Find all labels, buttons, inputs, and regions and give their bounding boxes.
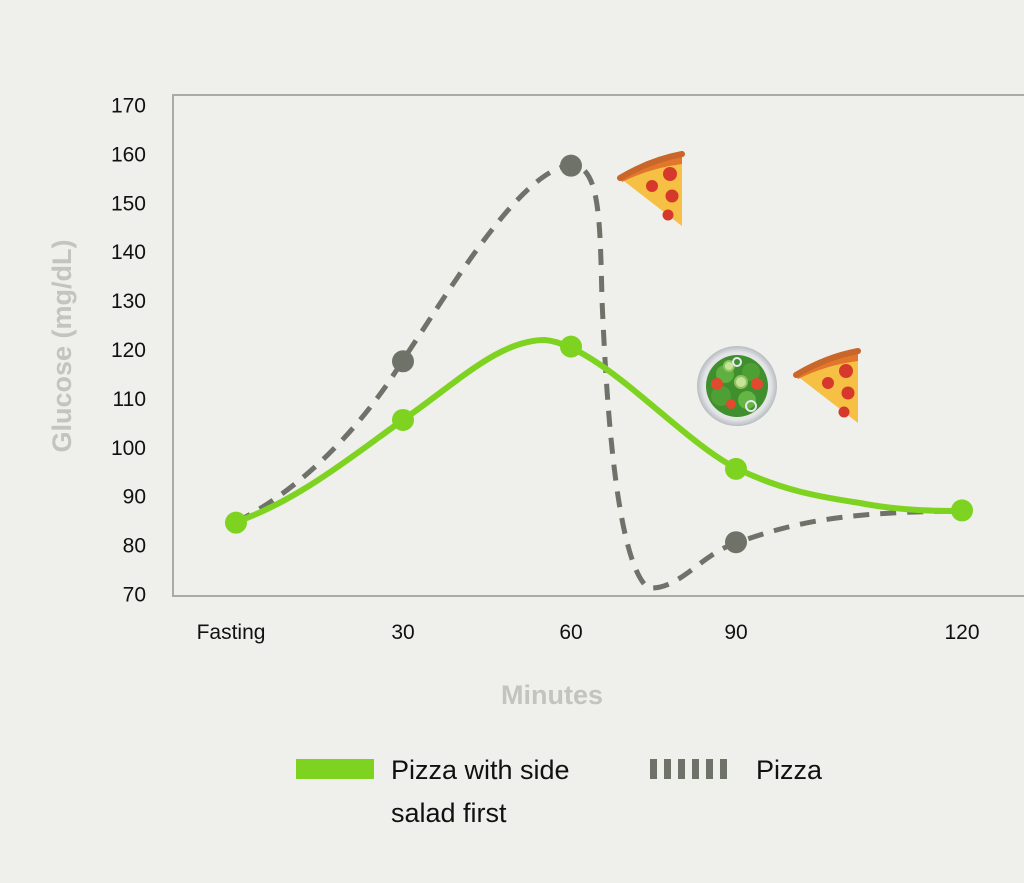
legend-label-pizza-with-salad-line1: Pizza with side [391,755,570,785]
y-axis-label: Glucose (mg/dL) [47,239,77,452]
legend: Pizza with side salad first Pizza [296,755,823,828]
x-tick-label: 90 [724,621,747,644]
data-point-pizza [392,350,414,373]
y-tick-label: 150 [111,192,146,215]
plot-frame [172,94,1024,597]
y-tick-label: 90 [123,486,146,509]
x-tick-label: 120 [944,621,979,644]
data-point-pizza [560,154,582,177]
x-tick-label: 60 [559,621,582,644]
y-tick-label: 70 [123,584,146,607]
data-point-pizza-with-salad [725,457,747,480]
series-line-pizza-with-salad [233,336,965,525]
x-tick-label: 30 [391,621,414,644]
x-axis-label: Minutes [501,680,603,710]
x-tick-label: Fasting [197,621,266,644]
data-point-pizza-with-salad [392,408,414,431]
points-layer [225,154,973,554]
salad-icon [697,346,777,426]
pizza-icon [617,151,685,226]
x-axis-ticks: Fasting 30 60 90 120 [197,621,980,644]
y-axis-ticks: 70 80 90 100 110 120 130 140 150 160 170 [111,95,146,607]
legend-label-pizza: Pizza [756,755,823,785]
y-tick-label: 160 [111,143,146,166]
data-point-pizza-with-salad [560,335,582,358]
y-tick-label: 120 [111,339,146,362]
legend-label-pizza-with-salad-line2: salad first [391,798,507,828]
data-point-pizza-with-salad [951,499,973,522]
y-tick-label: 170 [111,95,146,118]
y-tick-label: 110 [113,388,146,411]
y-tick-label: 130 [111,290,146,313]
data-point-pizza-with-salad [225,511,247,534]
y-tick-label: 140 [111,241,146,264]
y-tick-label: 80 [123,535,146,558]
pizza-icon [793,348,861,423]
legend-swatch-pizza-with-salad [296,759,374,779]
data-point-pizza [725,531,747,554]
y-tick-label: 100 [111,437,146,460]
